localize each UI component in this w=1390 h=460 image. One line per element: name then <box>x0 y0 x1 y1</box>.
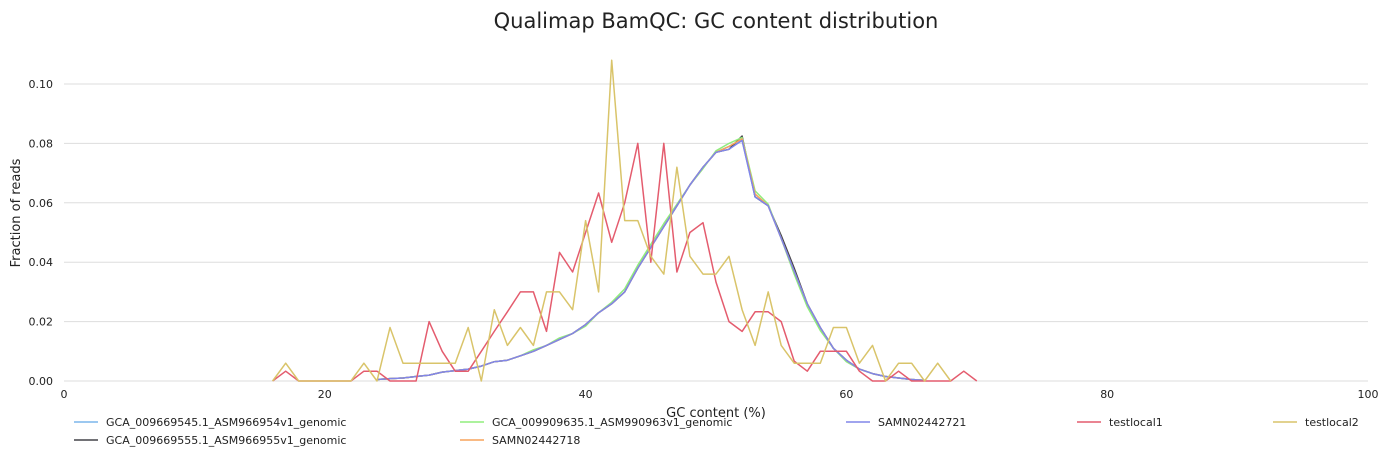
y-tick-label: 0.08 <box>29 137 54 150</box>
x-tick-label: 80 <box>1100 388 1114 401</box>
legend-label: GCA_009669545.1_ASM966954v1_genomic <box>106 416 346 429</box>
series-line-5 <box>272 142 978 382</box>
legend-item[interactable]: GCA_009669545.1_ASM966954v1_genomic <box>74 416 346 429</box>
y-axis-ticks: 0.00 0.02 0.04 0.06 0.08 0.10 <box>29 78 54 388</box>
legend: GCA_009669545.1_ASM966954v1_genomic GCA_0… <box>74 416 1359 447</box>
series-lines <box>271 59 978 382</box>
legend-label: GCA_009909635.1_ASM990963v1_genomic <box>492 416 732 429</box>
legend-label: testlocal1 <box>1109 416 1163 429</box>
y-tick-label: 0.10 <box>29 78 54 91</box>
legend-label: SAMN02442718 <box>492 434 580 447</box>
x-axis-label: GC content (%) <box>666 406 766 421</box>
legend-item[interactable]: testlocal1 <box>1077 416 1163 429</box>
legend-item[interactable]: GCA_009909635.1_ASM990963v1_genomic <box>460 416 732 429</box>
x-tick-label: 100 <box>1358 388 1379 401</box>
x-tick-label: 60 <box>839 388 853 401</box>
y-tick-label: 0.06 <box>29 197 54 210</box>
chart-title: Qualimap BamQC: GC content distribution <box>494 9 939 33</box>
legend-item[interactable]: SAMN02442718 <box>460 434 580 447</box>
x-tick-label: 20 <box>318 388 332 401</box>
legend-item[interactable]: GCA_009669555.1_ASM966955v1_genomic <box>74 434 346 447</box>
y-axis-label: Fraction of reads <box>9 158 24 267</box>
x-tick-label: 40 <box>579 388 593 401</box>
y-tick-label: 0.04 <box>29 256 54 269</box>
legend-label: SAMN02442721 <box>878 416 966 429</box>
series-line-6 <box>271 59 952 382</box>
legend-label: testlocal2 <box>1305 416 1359 429</box>
x-axis-ticks: 0 20 40 60 80 100 <box>61 388 1379 401</box>
legend-item[interactable]: testlocal2 <box>1273 416 1359 429</box>
y-tick-label: 0.00 <box>29 375 54 388</box>
x-tick-label: 0 <box>61 388 68 401</box>
series-line-4 <box>376 139 925 382</box>
y-tick-label: 0.02 <box>29 316 54 329</box>
legend-label: GCA_009669555.1_ASM966955v1_genomic <box>106 434 346 447</box>
grid-lines <box>64 83 1368 382</box>
legend-item[interactable]: SAMN02442721 <box>846 416 966 429</box>
